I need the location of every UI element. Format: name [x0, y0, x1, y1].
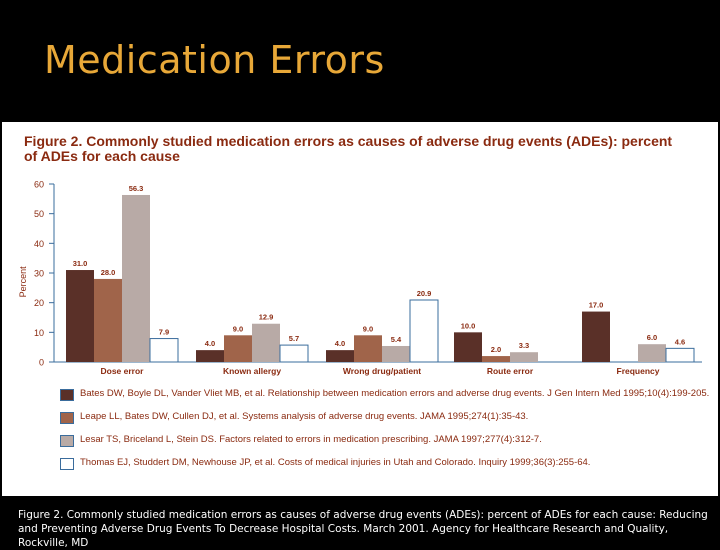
bar	[252, 323, 280, 362]
y-tick-label: 40	[34, 239, 44, 249]
legend-label: Bates DW, Boyle DL, Vander Vliet MB, et …	[80, 388, 710, 399]
data-label: 4.0	[205, 339, 215, 348]
legend-swatch	[60, 435, 74, 447]
legend-label: Lesar TS, Briceland L, Stein DS. Factors…	[80, 434, 542, 445]
y-tick-label: 10	[34, 328, 44, 338]
legend-label: Leape LL, Bates DW, Cullen DJ, et al. Sy…	[80, 411, 529, 422]
legend-swatch	[60, 389, 74, 401]
x-category-label: Wrong drug/patient	[343, 366, 421, 376]
data-label: 5.7	[289, 334, 299, 343]
bar	[66, 270, 94, 362]
legend-swatch	[60, 458, 74, 470]
data-label: 4.0	[335, 339, 345, 348]
data-label: 5.4	[391, 335, 402, 344]
chart-title: Figure 2. Commonly studied medication er…	[24, 133, 673, 164]
bar	[354, 335, 382, 362]
bar	[326, 350, 354, 362]
x-category-label: Dose error	[101, 366, 145, 376]
bar	[196, 350, 224, 362]
bar	[224, 335, 252, 362]
y-tick-label: 0	[39, 358, 44, 368]
bar	[94, 278, 122, 362]
x-category-label: Route error	[487, 366, 534, 376]
data-label: 9.0	[363, 324, 373, 333]
y-tick-label: 60	[34, 180, 44, 190]
bar	[510, 352, 538, 362]
bar	[582, 311, 610, 362]
bar	[665, 347, 695, 363]
y-tick-label: 30	[34, 269, 44, 279]
x-category-label: Frequency	[617, 366, 660, 376]
data-label: 2.0	[491, 345, 501, 354]
bar	[149, 338, 179, 363]
bar	[382, 345, 410, 362]
data-label: 9.0	[233, 324, 243, 333]
y-tick-label: 20	[34, 298, 44, 308]
legend-swatch	[60, 412, 74, 424]
figure-panel: Figure 2. Commonly studied medication er…	[2, 122, 718, 496]
bar	[279, 344, 309, 363]
data-label: 28.0	[101, 268, 116, 277]
bar	[122, 194, 150, 362]
bar	[409, 299, 439, 363]
data-label: 31.0	[73, 259, 88, 268]
bar	[482, 356, 510, 362]
y-tick-label: 50	[34, 209, 44, 219]
data-label: 20.9	[417, 289, 432, 298]
y-axis-label: Percent	[18, 266, 28, 298]
data-label: 10.0	[461, 321, 476, 330]
data-label: 4.6	[675, 337, 685, 346]
data-label: 17.0	[589, 301, 604, 310]
figure-caption: Figure 2. Commonly studied medication er…	[18, 509, 708, 549]
data-label: 7.9	[159, 328, 169, 337]
data-label: 6.0	[647, 333, 657, 342]
data-label: 56.3	[129, 184, 144, 193]
bar	[454, 332, 482, 362]
slide-title: Medication Errors	[44, 38, 385, 82]
x-category-label: Known allergy	[223, 366, 281, 376]
bar	[638, 344, 666, 362]
data-label: 12.9	[259, 313, 274, 322]
bar-chart: 0 10 20 30 40 50 60 Percent 31.0 28.0 56.3 7.9 Dose …	[18, 180, 702, 376]
data-label: 3.3	[519, 341, 529, 350]
legend-label: Thomas EJ, Studdert DM, Newhouse JP, et …	[80, 457, 591, 468]
